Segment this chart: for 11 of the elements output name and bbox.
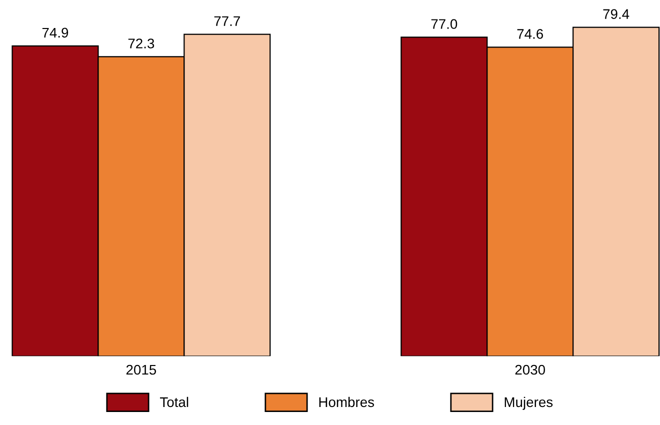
data-label: 79.4 xyxy=(603,9,630,19)
legend-label: Hombres xyxy=(319,396,374,408)
data-label: 77.0 xyxy=(431,19,458,29)
data-label: 74.6 xyxy=(517,29,544,39)
x-tick-label: 2015 xyxy=(126,364,156,375)
x-tick-label: 2030 xyxy=(515,364,546,375)
data-label: 74.9 xyxy=(42,28,68,38)
legend-label: Mujeres xyxy=(504,396,553,410)
data-label: 72.3 xyxy=(128,38,154,48)
legend-label: Total xyxy=(160,396,188,408)
data-label: 77.7 xyxy=(214,16,240,26)
